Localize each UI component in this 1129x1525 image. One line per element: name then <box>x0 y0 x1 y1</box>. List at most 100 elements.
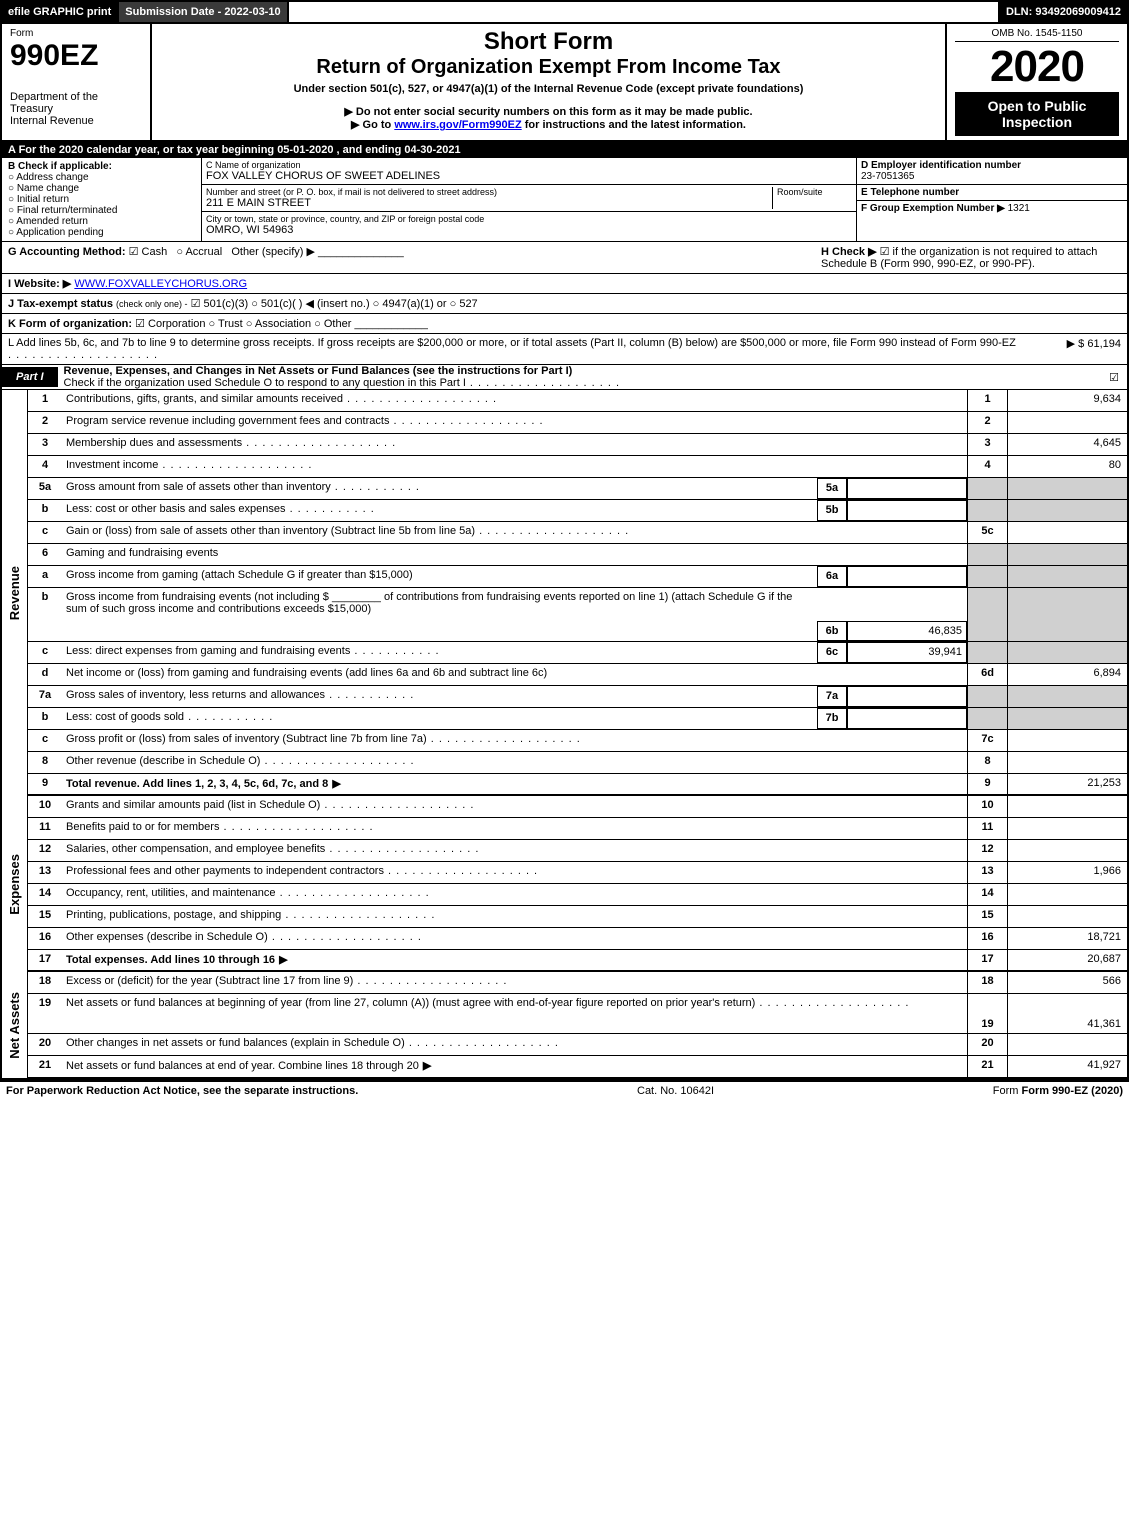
line-6b: b Gross income from fundraising events (n… <box>28 588 1127 642</box>
row-gh: G Accounting Method: Cash Accrual Other … <box>0 242 1129 274</box>
b-label: B Check if applicable: <box>8 161 195 172</box>
line-4: 4Investment income480 <box>28 456 1127 478</box>
mid-ref: 6c <box>817 642 847 663</box>
chk-accrual[interactable]: Accrual <box>176 246 222 258</box>
grey-cell <box>967 588 1007 641</box>
line-num: 20 <box>28 1034 62 1055</box>
line-num: c <box>28 642 62 663</box>
line-desc: Gross income from fundraising events (no… <box>62 588 817 641</box>
spacer <box>289 2 1000 22</box>
line-val <box>1007 522 1127 543</box>
line-num: d <box>28 664 62 685</box>
j-label: J Tax-exempt status <box>8 298 113 310</box>
line-ref: 2 <box>967 412 1007 433</box>
line-val: 4,645 <box>1007 434 1127 455</box>
line-num: 16 <box>28 928 62 949</box>
line-num: 5a <box>28 478 62 499</box>
grey-cell <box>967 478 1007 499</box>
line-desc: Gross profit or (loss) from sales of inv… <box>62 730 967 751</box>
line-14: 14Occupancy, rent, utilities, and mainte… <box>28 884 1127 906</box>
footer-form: Form 990-EZ (2020) <box>1022 1085 1123 1097</box>
row-l: L Add lines 5b, 6c, and 7b to line 9 to … <box>0 334 1129 365</box>
line-desc: Total revenue. Add lines 1, 2, 3, 4, 5c,… <box>62 774 967 794</box>
mid-val: 46,835 <box>847 621 967 641</box>
line-desc: Less: cost or other basis and sales expe… <box>62 500 817 521</box>
h-label: H Check ▶ <box>821 246 877 258</box>
d-label: D Employer identification number <box>861 160 1123 171</box>
street: 211 E MAIN STREET <box>206 197 772 209</box>
line-7b: bLess: cost of goods sold7b <box>28 708 1127 730</box>
grey-cell <box>967 544 1007 565</box>
part1-sub: Check if the organization used Schedule … <box>64 377 1096 389</box>
line-21: 21Net assets or fund balances at end of … <box>28 1056 1127 1078</box>
line-num: b <box>28 588 62 641</box>
line-num: 2 <box>28 412 62 433</box>
expenses-section: Expenses 10Grants and similar amounts pa… <box>0 796 1129 972</box>
line-20: 20Other changes in net assets or fund ba… <box>28 1034 1127 1056</box>
line-desc-bold: Total expenses. Add lines 10 through 16 <box>66 954 275 966</box>
line-9: 9Total revenue. Add lines 1, 2, 3, 4, 5c… <box>28 774 1127 796</box>
g-label: G Accounting Method: <box>8 246 126 258</box>
chk-schedule-b[interactable] <box>880 246 893 258</box>
chk-initial-return[interactable]: Initial return <box>8 194 195 205</box>
line-num: 21 <box>28 1056 62 1077</box>
chk-application-pending[interactable]: Application pending <box>8 227 195 238</box>
grey-cell <box>1007 686 1127 707</box>
c-name-label: C Name of organization <box>206 160 852 170</box>
line-5b: bLess: cost or other basis and sales exp… <box>28 500 1127 522</box>
line-desc: Investment income <box>62 456 967 477</box>
form-header: Form 990EZ Department of the Treasury In… <box>0 24 1129 142</box>
grey-cell <box>1007 500 1127 521</box>
website-link[interactable]: WWW.FOXVALLEYCHORUS.ORG <box>74 278 247 290</box>
line-desc: Less: direct expenses from gaming and fu… <box>62 642 817 663</box>
grey-cell <box>1007 708 1127 729</box>
line-desc: Grants and similar amounts paid (list in… <box>62 796 967 817</box>
line-6c: cLess: direct expenses from gaming and f… <box>28 642 1127 664</box>
line-val <box>1007 730 1127 751</box>
grey-cell <box>1007 642 1127 663</box>
l-value: ▶ $ 61,194 <box>1021 337 1121 361</box>
revenue-section: Revenue 1Contributions, gifts, grants, a… <box>0 390 1129 796</box>
line-num: c <box>28 522 62 543</box>
line-6d: dNet income or (loss) from gaming and fu… <box>28 664 1127 686</box>
line-num: 4 <box>28 456 62 477</box>
ein: 23-7051365 <box>861 171 1123 182</box>
section-a: A For the 2020 calendar year, or tax yea… <box>0 142 1129 158</box>
form-number: 990EZ <box>10 39 142 73</box>
mid-val <box>847 500 967 521</box>
chk-final-return[interactable]: Final return/terminated <box>8 205 195 216</box>
line-desc: Gross income from gaming (attach Schedul… <box>62 566 817 587</box>
room-label: Room/suite <box>777 187 852 197</box>
chk-amended-return[interactable]: Amended return <box>8 216 195 227</box>
footer-left: For Paperwork Reduction Act Notice, see … <box>6 1085 358 1097</box>
grey-cell <box>1007 588 1127 641</box>
line-18: 18Excess or (deficit) for the year (Subt… <box>28 972 1127 994</box>
line-val <box>1007 752 1127 773</box>
irs-link[interactable]: www.irs.gov/Form990EZ <box>394 119 521 131</box>
chk-schedule-o[interactable] <box>1109 372 1119 384</box>
row-i: I Website: ▶ WWW.FOXVALLEYCHORUS.ORG <box>0 274 1129 294</box>
line-val: 41,927 <box>1007 1056 1127 1077</box>
row-j: J Tax-exempt status (check only one) - ☑… <box>0 294 1129 314</box>
grey-cell <box>967 500 1007 521</box>
line-desc: Net income or (loss) from gaming and fun… <box>62 664 967 685</box>
mid-ref: 6b <box>817 621 847 641</box>
chk-cash[interactable]: Cash <box>129 246 168 258</box>
line-val: 18,721 <box>1007 928 1127 949</box>
line-desc: Professional fees and other payments to … <box>62 862 967 883</box>
mid-ref: 6a <box>817 566 847 587</box>
line-desc-part1: Gross income from fundraising events (no… <box>66 591 329 603</box>
grey-cell <box>1007 544 1127 565</box>
line-num: c <box>28 730 62 751</box>
line-19: 19Net assets or fund balances at beginni… <box>28 994 1127 1034</box>
line-num: b <box>28 708 62 729</box>
line-desc: Salaries, other compensation, and employ… <box>62 840 967 861</box>
grey-cell <box>1007 566 1127 587</box>
chk-address-change[interactable]: Address change <box>8 172 195 183</box>
efile-label: efile GRAPHIC print <box>2 2 119 22</box>
grey-cell <box>1007 478 1127 499</box>
form-word: Form <box>10 28 142 39</box>
line-ref: 10 <box>967 796 1007 817</box>
line-3: 3Membership dues and assessments34,645 <box>28 434 1127 456</box>
chk-name-change[interactable]: Name change <box>8 183 195 194</box>
